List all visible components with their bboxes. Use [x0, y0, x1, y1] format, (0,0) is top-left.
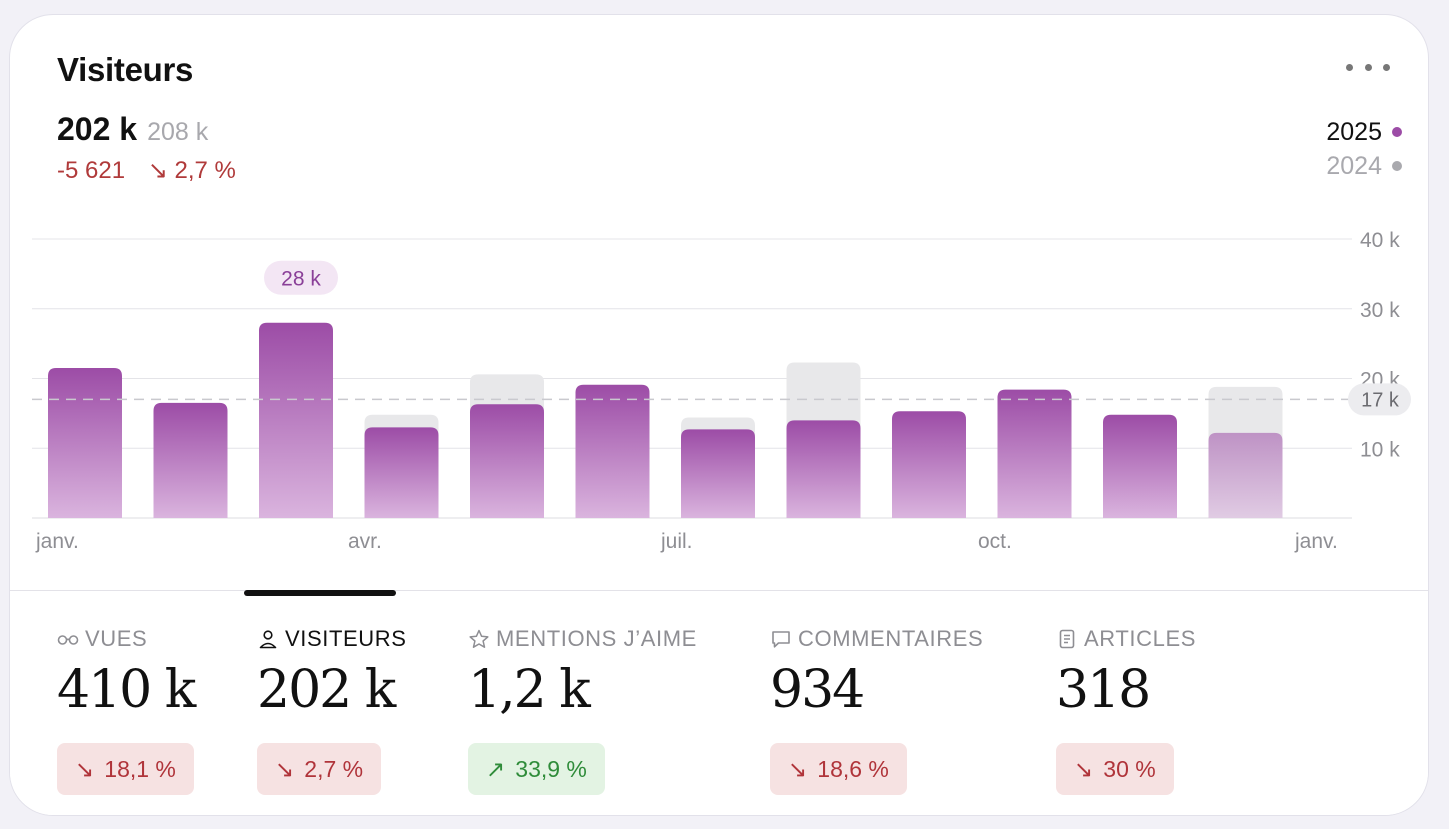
legend-current-label: 2025 — [1326, 118, 1382, 146]
person-icon — [259, 630, 277, 649]
bar-2025 — [48, 368, 122, 518]
stat-value: 318 — [1056, 660, 1151, 720]
bar-2025 — [575, 384, 650, 518]
stat-change: 18,1 % — [104, 755, 176, 782]
x-tick-label: avr. — [348, 530, 382, 553]
active-tab-indicator — [244, 590, 396, 596]
x-tick-label: oct. — [978, 530, 1012, 553]
stat-tab-likes[interactable]: MENTIONS J’AIME 1,2 k ↗ 33,9 % — [468, 626, 697, 795]
trend-down-icon: ↘ — [75, 755, 95, 782]
document-icon — [1059, 629, 1075, 649]
card-title: Visiteurs — [57, 51, 194, 88]
bar-2025 — [364, 427, 439, 518]
bar-2025 — [1208, 432, 1283, 518]
bar-2025 — [1103, 414, 1177, 518]
stat-change-badge: ↘ 18,6 % — [770, 743, 907, 795]
bar-2025 — [892, 411, 966, 518]
stat-change-badge: ↘ 18,1 % — [57, 743, 194, 795]
legend-previous-dot — [1392, 161, 1402, 171]
stat-value: 410 k — [57, 660, 196, 720]
comment-icon — [772, 631, 790, 648]
highlight-label: 28 k — [281, 268, 321, 291]
stat-tab-visitors[interactable]: VISITEURS 202 k ↘ 2,7 % — [257, 626, 407, 795]
bar-2025 — [259, 322, 333, 518]
star-icon — [469, 629, 489, 648]
total-value: 202 k — [57, 111, 138, 147]
trend-down-icon: ↘ — [788, 755, 808, 782]
legend-current-dot — [1392, 127, 1402, 137]
bar-2025 — [997, 389, 1072, 518]
stat-change: 30 % — [1103, 755, 1156, 782]
stat-label: MENTIONS J’AIME — [496, 626, 697, 651]
legend-previous-year[interactable]: 2024 — [1326, 149, 1402, 183]
more-options-icon[interactable] — [1346, 59, 1390, 75]
average-pill — [1348, 383, 1411, 416]
stat-value: 202 k — [257, 660, 396, 720]
highlight-pill — [264, 260, 338, 295]
y-tick-label: 30 k — [1360, 299, 1400, 322]
stat-tab-posts[interactable]: ARTICLES 318 ↘ 30 % — [1056, 626, 1196, 795]
x-tick-label: janv. — [35, 530, 79, 553]
y-tick-label: 10 k — [1360, 438, 1400, 461]
stat-change-badge: ↗ 33,9 % — [468, 743, 605, 795]
stat-value: 934 — [770, 660, 865, 720]
bar-2025 — [470, 404, 544, 518]
stats-divider — [10, 590, 1428, 591]
delta-percent: 2,7 % — [174, 157, 236, 184]
stat-change: 2,7 % — [304, 755, 364, 782]
stat-value: 1,2 k — [468, 660, 591, 720]
previous-total-value: 208 k — [147, 118, 209, 146]
x-tick-label: juil. — [660, 530, 693, 553]
stat-tab-views[interactable]: VUES 410 k ↘ 18,1 % — [57, 626, 196, 795]
stat-label: VISITEURS — [285, 626, 407, 651]
stat-label: COMMENTAIRES — [798, 626, 984, 651]
y-tick-label: 40 k — [1360, 229, 1400, 252]
average-label: 17 k — [1361, 389, 1400, 411]
bar-2025 — [681, 429, 755, 518]
stat-change-badge: ↘ 2,7 % — [257, 743, 382, 795]
glasses-icon — [57, 635, 79, 645]
bar-2025 — [786, 420, 861, 518]
stat-change: 18,6 % — [817, 755, 889, 782]
legend-previous-label: 2024 — [1326, 152, 1382, 180]
bar-2025 — [153, 402, 228, 518]
visitors-card: Visiteurs 202 k 208 k -5 621 ↘ 2,7 % 2025… — [9, 14, 1429, 816]
delta-absolute: -5 621 — [57, 157, 126, 184]
stat-change: 33,9 % — [515, 755, 587, 782]
trend-down-icon: ↘ — [147, 157, 168, 184]
chart-legend: 2025 2024 — [1326, 115, 1402, 183]
trend-down-icon: ↘ — [275, 755, 295, 782]
stat-label: ARTICLES — [1084, 626, 1196, 651]
trend-up-icon: ↗ — [486, 755, 506, 782]
total-summary: 202 k 208 k — [57, 111, 208, 148]
trend-down-icon: ↘ — [1074, 755, 1094, 782]
stats-panel — [10, 591, 1428, 815]
stat-change-badge: ↘ 30 % — [1056, 743, 1174, 795]
delta-summary: -5 621 ↘ 2,7 % — [57, 156, 236, 185]
stat-tab-comments[interactable]: COMMENTAIRES 934 ↘ 18,6 % — [770, 626, 984, 795]
stat-label: VUES — [85, 626, 148, 651]
legend-current-year[interactable]: 2025 — [1326, 115, 1402, 149]
x-tick-label: janv. — [1294, 530, 1338, 553]
